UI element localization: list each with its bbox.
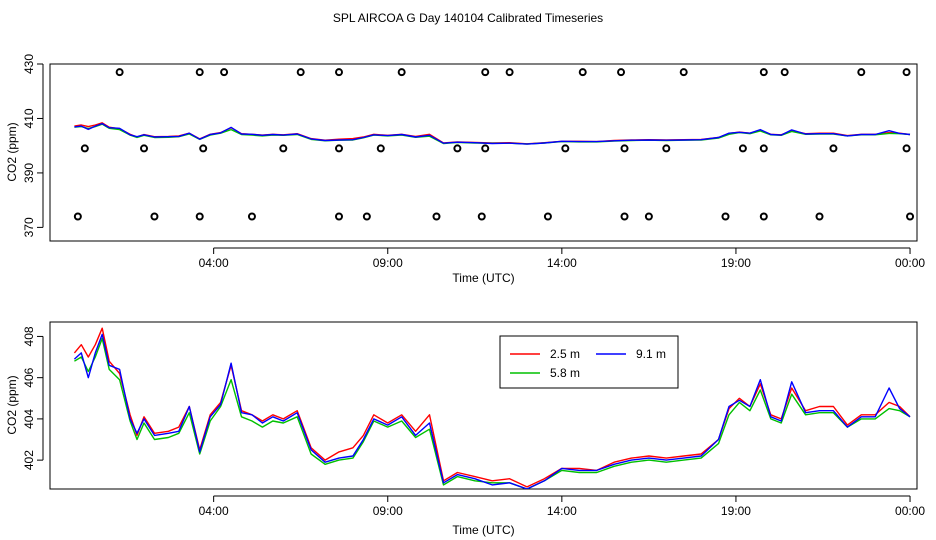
- top-calibration-point: [620, 144, 629, 153]
- top-calibration-point: [199, 144, 208, 153]
- top-calibration-point: [902, 144, 911, 153]
- legend-label-91m: 9.1 m: [636, 347, 666, 361]
- bottom-chart-panel: 04:00 09:00 14:00 19:00 00:00 402 404 406 408 Tim…: [5, 321, 925, 537]
- top-series-group: [74, 122, 911, 145]
- top-calibration-point: [561, 144, 570, 153]
- top-calibration-point: [829, 144, 838, 153]
- legend-label-25m: 2.5 m: [550, 347, 580, 361]
- bottom-x-tick-label: 00:00: [895, 504, 925, 518]
- top-calibration-point: [759, 212, 768, 221]
- bottom-y-tick-label: 408: [22, 326, 36, 346]
- top-calibration-point: [481, 68, 490, 77]
- top-calibration-point: [115, 68, 124, 77]
- top-calibration-point: [902, 68, 911, 77]
- top-calibration-point: [279, 144, 288, 153]
- top-calibration-point: [780, 68, 789, 77]
- top-calibration-point: [543, 212, 552, 221]
- top-series-line-91m: [74, 122, 911, 145]
- bottom-x-tick-label: 14:00: [547, 504, 577, 518]
- top-calibration-point: [376, 144, 385, 153]
- bottom-x-axis-label: Time (UTC): [452, 523, 514, 537]
- top-calibration-point: [335, 144, 343, 153]
- top-calibration-point: [453, 144, 462, 153]
- top-y-axis-label: CO2 (ppm): [5, 122, 19, 181]
- top-x-axis-label: Time (UTC): [452, 271, 514, 285]
- legend-label-58m: 5.8 m: [550, 366, 580, 380]
- bottom-y-tick-label: 402: [22, 450, 36, 470]
- top-calibration-point: [247, 212, 256, 221]
- bottom-series-line-91m: [73, 333, 911, 489]
- top-calibration-point: [335, 212, 343, 221]
- top-calibration-point: [815, 212, 824, 221]
- top-calibration-point: [362, 212, 371, 221]
- top-calibration-point: [195, 212, 204, 221]
- bottom-y-tick-label: 406: [22, 367, 36, 387]
- bottom-y-tick-label: 404: [22, 409, 36, 429]
- top-x-tick-label: 09:00: [373, 256, 403, 270]
- top-x-tick-label: 00:00: [895, 256, 925, 270]
- bottom-x-tick-label: 09:00: [373, 504, 403, 518]
- top-calibration-point: [73, 212, 82, 221]
- top-calibration-point: [906, 212, 915, 221]
- top-calibration-point: [150, 212, 159, 221]
- top-calibration-point: [738, 144, 747, 153]
- top-y-tick-label: 410: [22, 108, 36, 128]
- top-chart-panel: 04:00 09:00 14:00 19:00 00:00 370 390 410 430 Tim…: [5, 54, 925, 285]
- top-calibration-point: [721, 212, 730, 221]
- top-calibration-point: [679, 68, 688, 77]
- top-calibration-point: [857, 68, 866, 77]
- top-calibration-point: [644, 212, 653, 221]
- top-calibration-point: [617, 68, 626, 77]
- bottom-y-axis-label: CO2 (ppm): [5, 375, 19, 434]
- top-calibration-point: [481, 144, 490, 153]
- top-calibration-point: [759, 68, 768, 77]
- top-calibration-point: [578, 68, 587, 77]
- top-x-tick-label: 14:00: [547, 256, 577, 270]
- top-calibration-point: [296, 68, 305, 77]
- top-calibration-point: [759, 144, 768, 153]
- top-plot-frame: [49, 63, 918, 242]
- top-y-tick-label: 390: [22, 163, 36, 183]
- figure-title: SPL AIRCOA G Day 140104 Calibrated Times…: [333, 11, 603, 25]
- bottom-legend: 2.5 m 9.1 m 5.8 m: [499, 335, 679, 389]
- top-calibration-point: [662, 144, 671, 153]
- bottom-x-tick-label: 04:00: [199, 504, 229, 518]
- top-calibration-point: [620, 212, 629, 221]
- top-calibration-point: [80, 144, 89, 153]
- bottom-x-tick-label: 19:00: [721, 504, 751, 518]
- top-x-tick-label: 19:00: [721, 256, 751, 270]
- top-calibration-point: [505, 68, 514, 77]
- top-calibration-point: [140, 144, 149, 153]
- legend-box: [499, 335, 679, 389]
- top-calibration-point: [220, 68, 229, 77]
- top-calibration-point: [397, 68, 406, 77]
- bottom-series-line-58m: [74, 337, 911, 489]
- bottom-plot-frame: [49, 321, 918, 490]
- top-calibration-point: [195, 68, 204, 77]
- top-y-tick-label: 430: [22, 54, 36, 74]
- bottom-series-group: [73, 327, 911, 489]
- top-x-tick-label: 04:00: [199, 256, 229, 270]
- top-y-tick-label: 370: [22, 217, 36, 237]
- top-calibration-point: [477, 212, 486, 221]
- top-calibration-point: [432, 212, 441, 221]
- top-calibration-point: [335, 68, 343, 77]
